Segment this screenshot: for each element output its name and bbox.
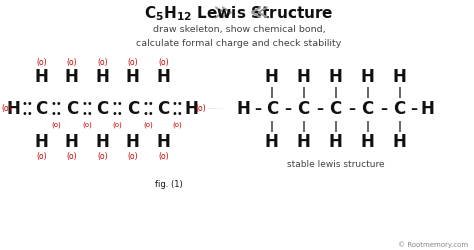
Text: (o): (o) <box>158 152 169 161</box>
Text: –: – <box>410 102 417 116</box>
Text: |: | <box>334 120 337 132</box>
Text: –: – <box>255 102 261 116</box>
Text: |: | <box>397 86 401 97</box>
Text: |: | <box>270 120 274 132</box>
Text: |: | <box>302 86 306 97</box>
Text: –: – <box>316 102 323 116</box>
Text: (o): (o) <box>1 104 12 112</box>
Text: ••: •• <box>81 99 93 109</box>
Text: ••: •• <box>142 109 154 119</box>
Text: |: | <box>397 120 401 132</box>
Text: ••: •• <box>21 99 33 109</box>
Text: H: H <box>328 67 343 85</box>
Text: (o): (o) <box>128 152 138 161</box>
Text: C: C <box>66 100 78 118</box>
Text: (o): (o) <box>158 58 169 66</box>
Text: H: H <box>95 132 109 150</box>
Text: (o): (o) <box>82 121 92 127</box>
Text: C: C <box>96 100 109 118</box>
Text: ••: •• <box>172 99 183 109</box>
Text: C: C <box>36 100 47 118</box>
Text: draw skeleton, show chemical bond,: draw skeleton, show chemical bond, <box>153 25 326 34</box>
Text: H: H <box>237 100 251 118</box>
Text: ••: •• <box>81 109 93 119</box>
Text: H: H <box>126 132 140 150</box>
Text: H: H <box>265 67 279 85</box>
Text: (o): (o) <box>143 121 153 127</box>
Text: C: C <box>127 100 139 118</box>
Text: ••: •• <box>112 109 123 119</box>
Text: |: | <box>365 120 369 132</box>
Text: C: C <box>266 100 278 118</box>
Text: ••: •• <box>142 99 154 109</box>
Text: H: H <box>361 132 374 150</box>
Text: H: H <box>65 67 79 85</box>
Text: © Rootmemory.com: © Rootmemory.com <box>399 241 469 248</box>
Text: H: H <box>156 67 170 85</box>
Text: H: H <box>35 67 48 85</box>
Text: (o): (o) <box>52 121 62 127</box>
Text: fig. (1): fig. (1) <box>155 179 182 188</box>
Text: C: C <box>393 100 405 118</box>
Text: (o): (o) <box>66 58 77 66</box>
Text: H: H <box>297 132 310 150</box>
Text: |: | <box>334 86 337 97</box>
Text: (o): (o) <box>128 58 138 66</box>
Text: H: H <box>297 67 310 85</box>
Text: ••: •• <box>51 109 63 119</box>
Text: H: H <box>328 132 343 150</box>
Text: H: H <box>392 67 406 85</box>
Text: –: – <box>380 102 387 116</box>
Text: |: | <box>302 120 306 132</box>
Text: ••: •• <box>21 109 33 119</box>
Text: H: H <box>265 132 279 150</box>
Text: ••: •• <box>112 99 123 109</box>
Text: (o): (o) <box>66 152 77 161</box>
Text: C: C <box>329 100 342 118</box>
Text: ••: •• <box>51 99 63 109</box>
Text: ••: •• <box>172 109 183 119</box>
Text: (o): (o) <box>97 58 108 66</box>
Text: $\mathbf{\ll}$: $\mathbf{\ll}$ <box>246 4 269 22</box>
Text: stable lewis structure: stable lewis structure <box>287 159 384 168</box>
Text: –: – <box>284 102 292 116</box>
Text: H: H <box>65 132 79 150</box>
Text: H: H <box>392 132 406 150</box>
Text: |: | <box>365 86 369 97</box>
Text: (o): (o) <box>97 152 108 161</box>
Text: H: H <box>361 67 374 85</box>
Text: C: C <box>157 100 169 118</box>
Text: (o): (o) <box>36 152 47 161</box>
Text: $\mathbf{C_5H_{12}}$ Lewis Structure: $\mathbf{C_5H_{12}}$ Lewis Structure <box>145 4 334 23</box>
Text: –: – <box>348 102 355 116</box>
Text: H: H <box>35 132 48 150</box>
Text: C: C <box>361 100 374 118</box>
Text: C: C <box>298 100 310 118</box>
Text: H: H <box>420 100 434 118</box>
Text: (o): (o) <box>173 121 182 127</box>
Text: H: H <box>6 100 20 118</box>
Text: |: | <box>270 86 274 97</box>
Text: calculate formal charge and check stability: calculate formal charge and check stabil… <box>137 38 342 48</box>
Text: H: H <box>156 132 170 150</box>
Text: H: H <box>184 100 198 118</box>
Text: H: H <box>126 67 140 85</box>
Text: (o): (o) <box>195 104 206 112</box>
Text: (o): (o) <box>36 58 47 66</box>
Text: $\mathbf{\gg}$: $\mathbf{\gg}$ <box>210 4 233 22</box>
Text: (o): (o) <box>113 121 122 127</box>
Text: H: H <box>95 67 109 85</box>
